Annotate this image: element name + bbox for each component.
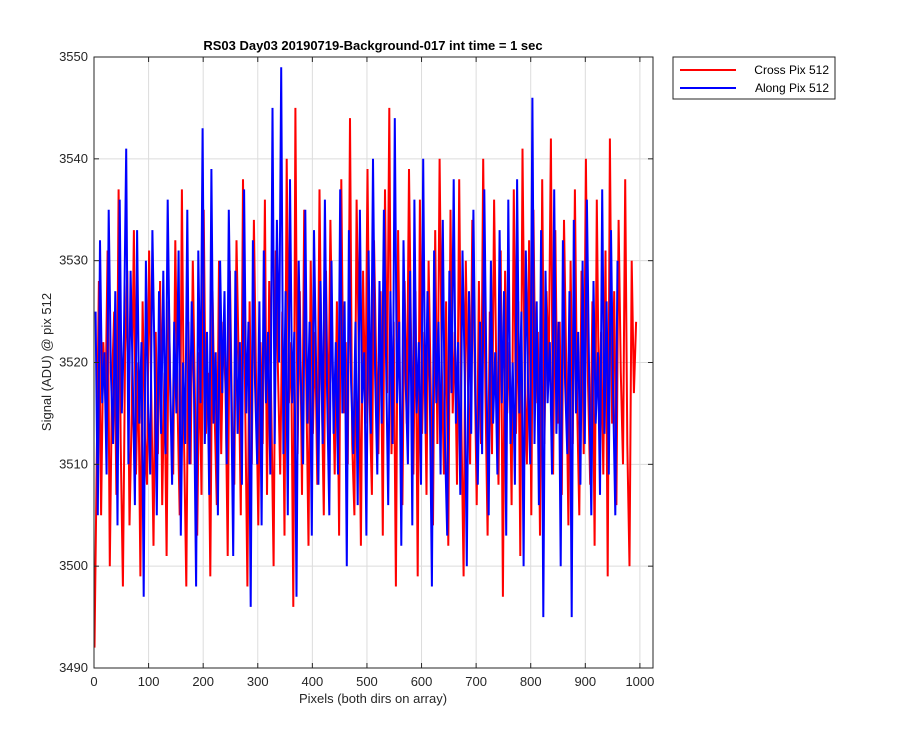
y-tick-label: 3540 bbox=[59, 151, 88, 166]
x-tick-label: 300 bbox=[247, 674, 269, 689]
x-tick-label: 900 bbox=[574, 674, 596, 689]
series-layer bbox=[93, 67, 638, 648]
series-line-along-pix-512 bbox=[94, 67, 619, 618]
y-tick-label: 3510 bbox=[59, 456, 88, 471]
legend-label-cross: Cross Pix 512 bbox=[754, 63, 829, 77]
x-tick-label: 200 bbox=[192, 674, 214, 689]
x-tick-label: 400 bbox=[302, 674, 324, 689]
x-tick-label: 1000 bbox=[625, 674, 654, 689]
x-tick-label: 600 bbox=[411, 674, 433, 689]
x-tick-label: 700 bbox=[465, 674, 487, 689]
x-tick-label: 800 bbox=[520, 674, 542, 689]
legend-label-along: Along Pix 512 bbox=[755, 81, 829, 95]
x-axis-label: Pixels (both dirs on array) bbox=[299, 691, 447, 706]
legend-box bbox=[672, 56, 836, 100]
y-tick-label: 3490 bbox=[59, 660, 88, 675]
y-tick-label: 3520 bbox=[59, 355, 88, 370]
chart-title: RS03 Day03 20190719-Background-017 int t… bbox=[203, 38, 542, 53]
x-tick-label: 100 bbox=[138, 674, 160, 689]
ticks: 0 100 200 300 400 500 600 700 800 900 1000 3490 3500… bbox=[59, 49, 654, 689]
y-tick-label: 3530 bbox=[59, 253, 88, 268]
y-tick-label: 3550 bbox=[59, 49, 88, 64]
y-axis-label: Signal (ADU) @ pix 512 bbox=[39, 293, 54, 431]
x-tick-label: 0 bbox=[90, 674, 97, 689]
x-tick-label: 500 bbox=[356, 674, 378, 689]
legend[interactable]: Cross Pix 512 Along Pix 512 bbox=[672, 56, 836, 100]
y-tick-label: 3500 bbox=[59, 558, 88, 573]
